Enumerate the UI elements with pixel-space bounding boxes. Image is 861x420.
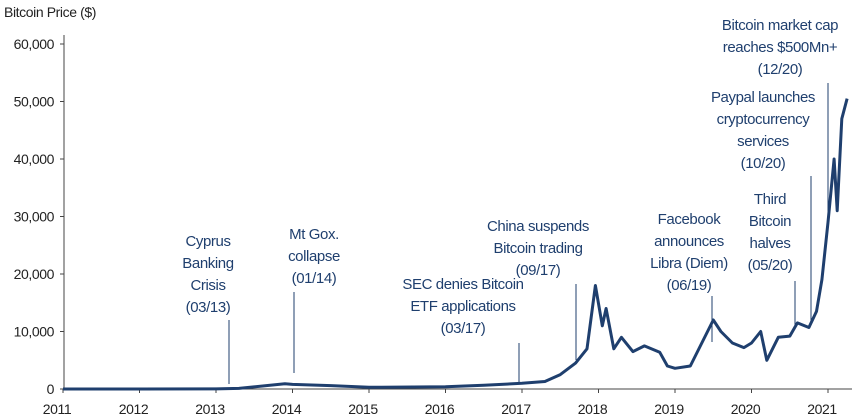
y-tick-label: 10,000 bbox=[14, 324, 55, 340]
annotation-text: Bitcoin trading bbox=[493, 240, 582, 257]
annotation-text: Libra (Diem) bbox=[650, 255, 728, 272]
y-tick-label: 40,000 bbox=[14, 151, 55, 167]
annotation-text: services bbox=[737, 133, 789, 150]
x-tick-label: 2016 bbox=[425, 401, 455, 417]
annotation-text: ETF applications bbox=[410, 298, 515, 315]
x-tick-label: 2012 bbox=[119, 401, 149, 417]
annotation-text: Third bbox=[754, 191, 786, 208]
x-tick-label: 2014 bbox=[272, 401, 302, 417]
y-tick-label: 50,000 bbox=[14, 94, 55, 110]
annotation-text: reaches $500Mn+ bbox=[723, 39, 838, 56]
y-tick-label: 0 bbox=[47, 381, 55, 397]
price-line bbox=[63, 98, 849, 391]
annotation-text: (09/17) bbox=[516, 262, 561, 279]
annotation-text: Banking bbox=[182, 255, 233, 272]
annotation-text: SEC denies Bitcoin bbox=[402, 276, 523, 293]
annotation-text: (12/20) bbox=[758, 61, 803, 78]
annotation-text: (03/17) bbox=[441, 320, 486, 337]
x-tick-label: 2017 bbox=[501, 401, 531, 417]
x-tick-label: 2011 bbox=[43, 401, 72, 417]
annotation-text: cryptocurrency bbox=[717, 111, 811, 128]
x-tick-label: 2015 bbox=[348, 401, 378, 417]
x-tick-label: 2018 bbox=[578, 401, 608, 417]
annotation-text: Mt Gox. bbox=[289, 226, 339, 243]
annotation-text: (10/20) bbox=[741, 155, 786, 172]
y-tick-label: 30,000 bbox=[14, 209, 55, 225]
annotation-text: halves bbox=[750, 235, 791, 252]
annotation-text: Facebook bbox=[658, 211, 722, 228]
x-tick-label: 2019 bbox=[654, 401, 684, 417]
annotation-text: Crisis bbox=[190, 277, 225, 294]
y-tick-label: 60,000 bbox=[14, 36, 55, 52]
annotation-text: (05/20) bbox=[748, 257, 793, 274]
x-tick-label: 2013 bbox=[195, 401, 225, 417]
chart-title: Bitcoin Price ($) bbox=[4, 4, 96, 20]
annotation-text: Bitcoin bbox=[749, 213, 791, 230]
y-tick-label: 20,000 bbox=[14, 266, 55, 282]
annotation-text: (06/19) bbox=[667, 277, 712, 294]
x-tick-label: 2020 bbox=[731, 401, 761, 417]
annotation-text: Cyprus bbox=[185, 233, 230, 250]
annotation-text: announces bbox=[654, 233, 724, 250]
annotation-text: (03/13) bbox=[186, 299, 231, 316]
annotation-text: Bitcoin market cap bbox=[722, 17, 838, 34]
annotation-text: Paypal launches bbox=[711, 89, 815, 106]
annotation-text: (01/14) bbox=[292, 270, 337, 287]
annotation-text: collapse bbox=[288, 248, 340, 265]
x-tick-label: 2021 bbox=[807, 401, 837, 417]
annotation-text: China suspends bbox=[487, 218, 589, 235]
